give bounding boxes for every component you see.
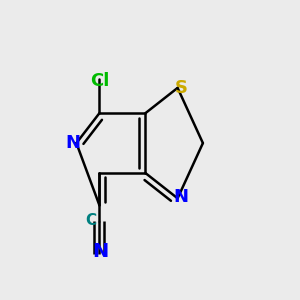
- Text: N: N: [92, 242, 108, 261]
- Text: C: C: [85, 213, 97, 228]
- Text: S: S: [175, 79, 188, 97]
- Text: Cl: Cl: [90, 71, 109, 89]
- Text: N: N: [65, 134, 80, 152]
- Text: N: N: [174, 188, 189, 206]
